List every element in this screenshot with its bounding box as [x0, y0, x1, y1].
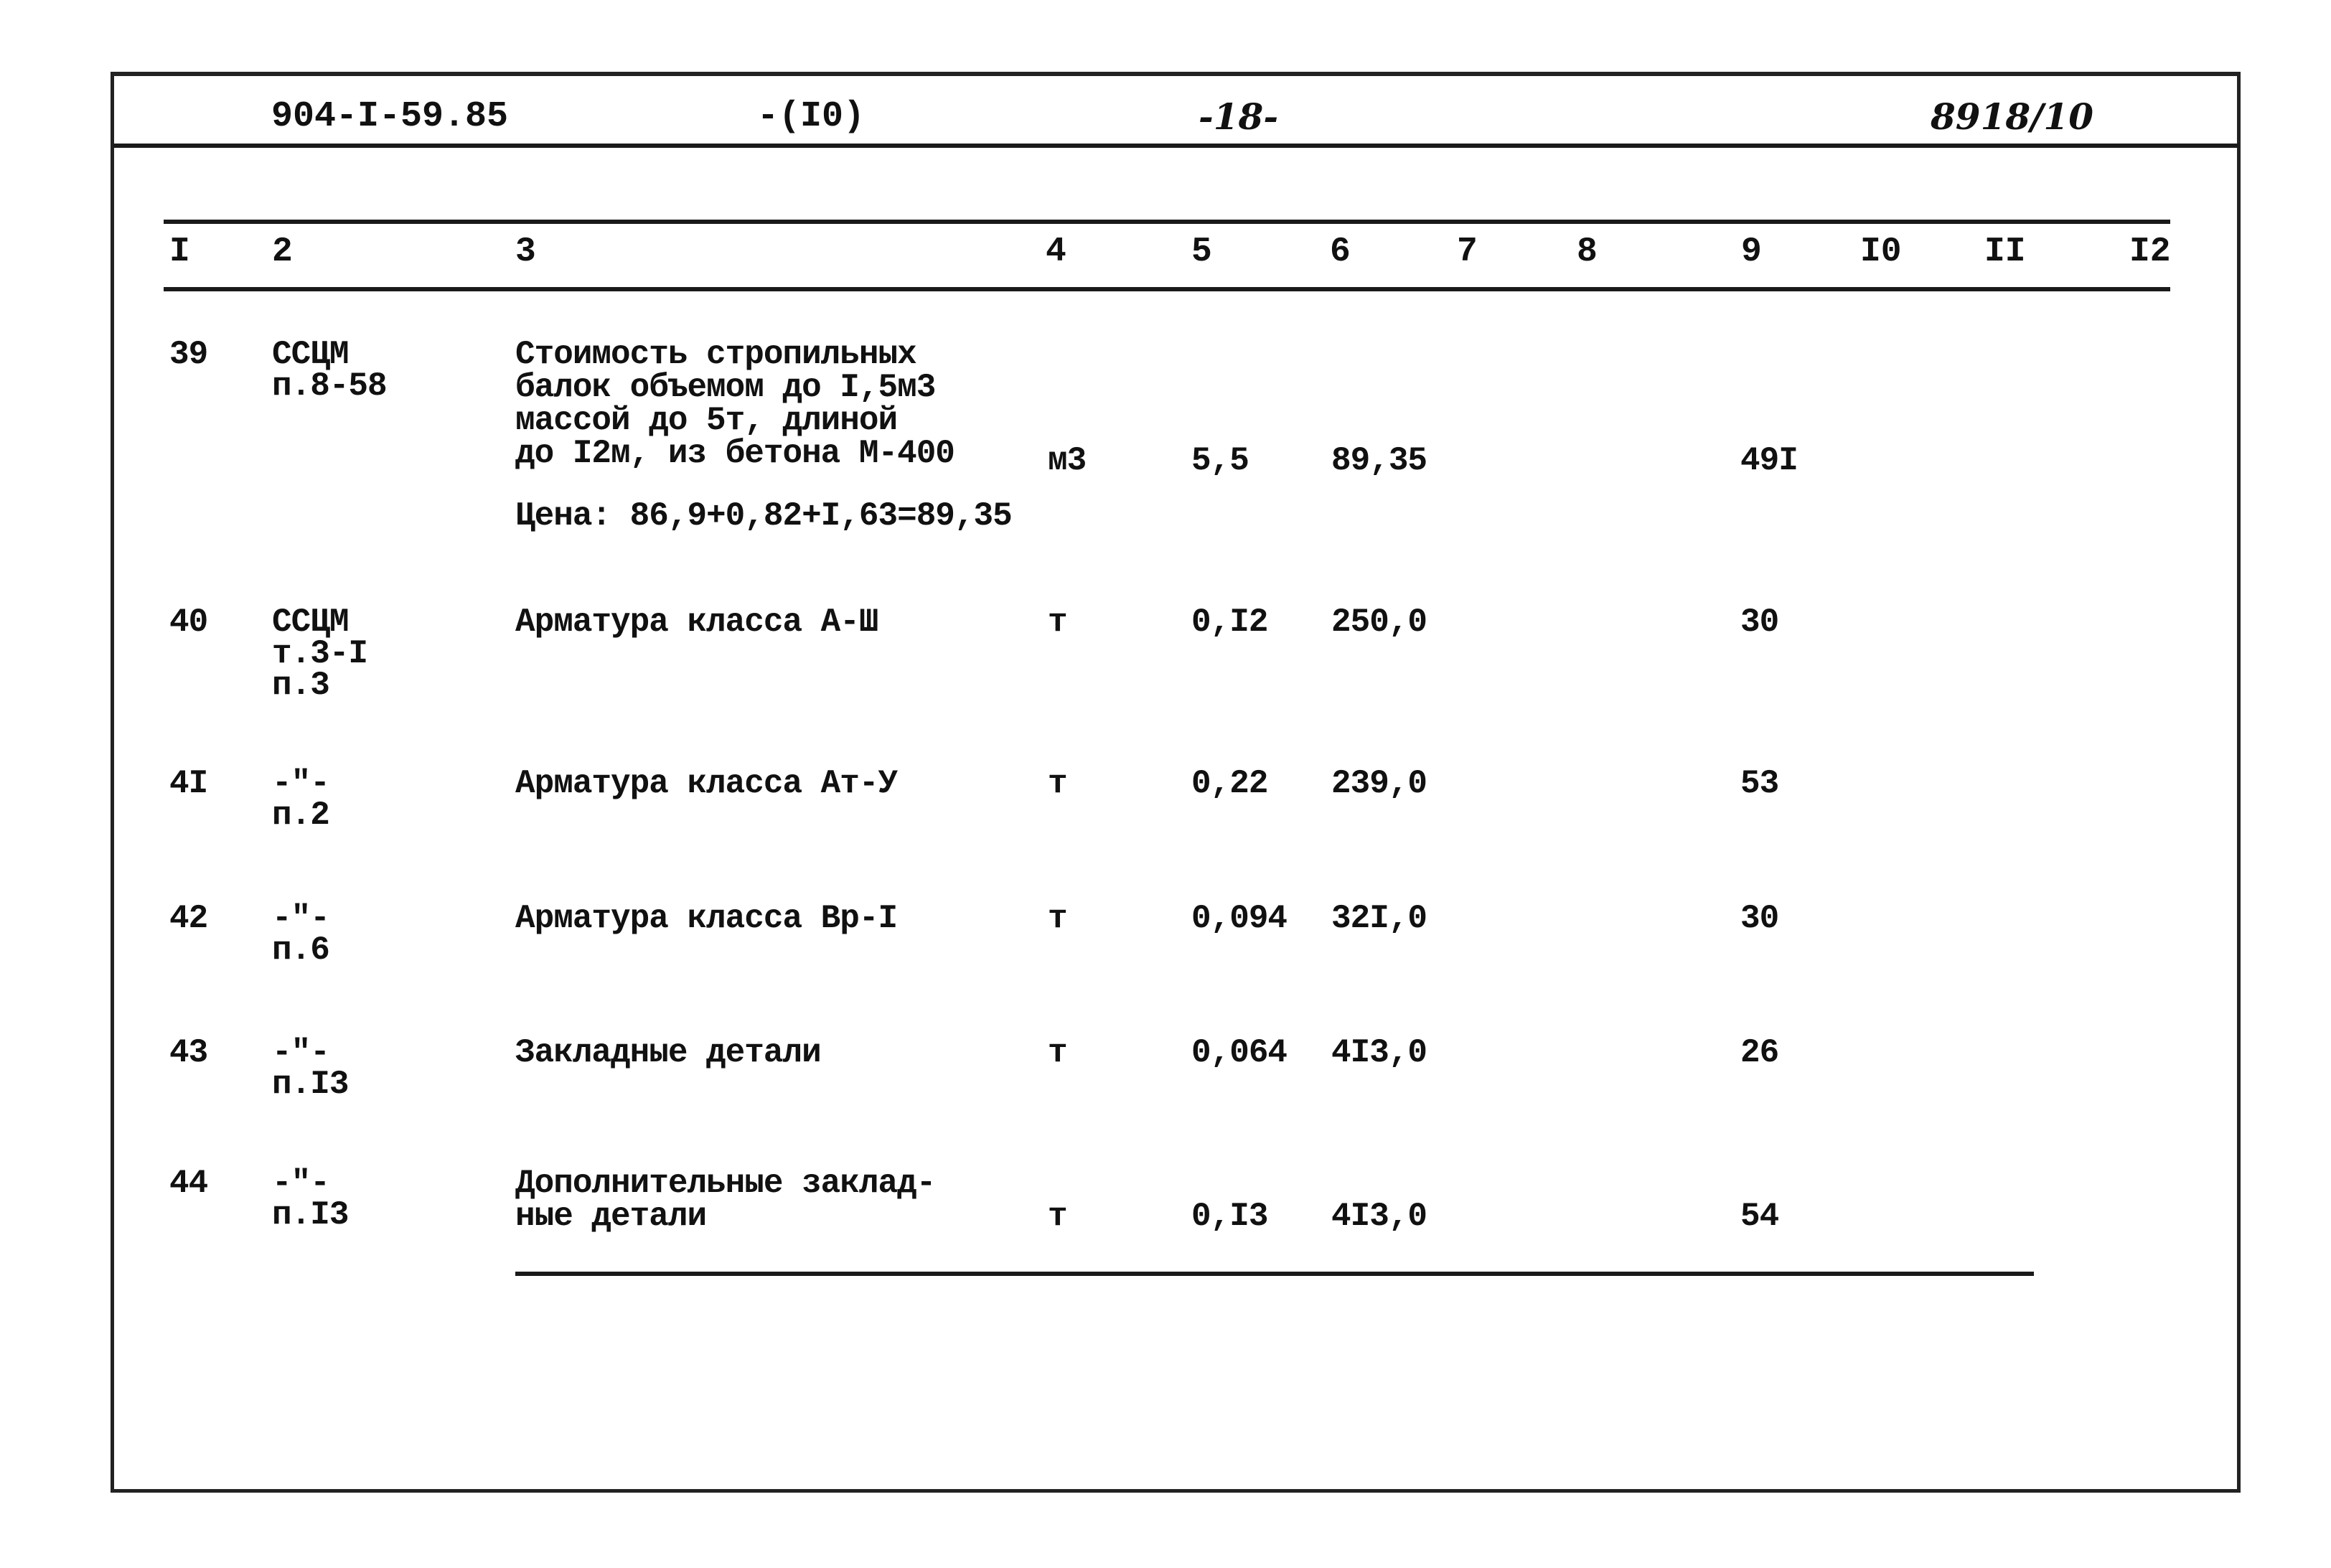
reference: -"-: [272, 900, 330, 937]
column-header: I2: [2129, 233, 2171, 271]
header-divider: [113, 144, 2239, 148]
page-number: -18-: [1199, 95, 1279, 138]
unit-price: 89,35: [1331, 442, 1427, 479]
quantity: 5,5: [1191, 442, 1249, 479]
unit: т: [1048, 765, 1068, 802]
reference: -"-: [272, 765, 330, 802]
table-bottom-rule: [515, 1272, 2034, 1276]
column-header: I0: [1860, 233, 1902, 271]
column-header: 3: [515, 233, 536, 271]
column-header: 8: [1577, 233, 1598, 271]
unit-price: 32I,0: [1331, 900, 1427, 937]
unit: т: [1048, 900, 1068, 937]
reference: п.I3: [272, 1196, 349, 1234]
item-description: Арматура класса Ат-У: [515, 765, 898, 802]
item-description: ные детали: [515, 1198, 707, 1235]
reference: п.3: [272, 667, 330, 704]
row-number: 42: [169, 900, 208, 937]
item-description: Закладные детали: [515, 1034, 822, 1071]
item-description: до I2м, из бетона М-400: [515, 435, 955, 472]
reference: п.I3: [272, 1066, 349, 1103]
doc-code: 904-I-59.85: [271, 96, 509, 137]
total-cost: 53: [1740, 765, 1779, 802]
quantity: 0,I3: [1191, 1198, 1268, 1235]
unit: т: [1048, 604, 1068, 641]
reference: п.8-58: [272, 367, 388, 405]
total-cost: 30: [1740, 604, 1779, 641]
row-number: 43: [169, 1034, 208, 1071]
price-note: Цена: 86,9+0,82+I,63=89,35: [515, 497, 1013, 535]
reference: п.2: [272, 797, 330, 834]
unit: т: [1048, 1198, 1068, 1235]
item-description: Арматура класса Вр-I: [515, 900, 898, 937]
item-description: балок объемом до I,5м3: [515, 369, 936, 406]
column-header: 7: [1457, 233, 1478, 271]
row-number: 4I: [169, 765, 208, 802]
quantity: 0,064: [1191, 1034, 1288, 1071]
section-number: -(I0): [757, 96, 866, 137]
row-number: 39: [169, 336, 208, 373]
column-header: 4: [1046, 233, 1066, 271]
unit-price: 4I3,0: [1331, 1034, 1427, 1071]
row-number: 44: [169, 1165, 208, 1202]
column-header: 2: [272, 233, 293, 271]
column-header: 6: [1330, 233, 1351, 271]
column-header: II: [1984, 233, 2026, 271]
item-description: Дополнительные заклад-: [515, 1165, 936, 1202]
unit: м3: [1048, 442, 1087, 479]
item-description: Стоимость стропильных: [515, 336, 917, 373]
unit: т: [1048, 1034, 1068, 1071]
page-frame: [111, 72, 2241, 1493]
total-cost: 54: [1740, 1198, 1779, 1235]
column-header: 9: [1741, 233, 1762, 271]
inventory-number: 8918/10: [1931, 95, 2094, 138]
item-description: Арматура класса А-Ш: [515, 604, 878, 641]
column-header: I: [169, 233, 190, 271]
column-header: 5: [1191, 233, 1212, 271]
total-cost: 49I: [1740, 442, 1798, 479]
table-header-rule: [164, 287, 2170, 291]
item-description: массой до 5т, длиной: [515, 402, 898, 439]
total-cost: 30: [1740, 900, 1779, 937]
row-number: 40: [169, 604, 208, 641]
unit-price: 4I3,0: [1331, 1198, 1427, 1235]
quantity: 0,I2: [1191, 604, 1268, 641]
table-top-rule: [164, 220, 2170, 224]
reference: -"-: [272, 1165, 330, 1202]
reference: п.6: [272, 931, 330, 969]
unit-price: 239,0: [1331, 765, 1427, 802]
unit-price: 250,0: [1331, 604, 1427, 641]
reference: т.3-I: [272, 635, 368, 672]
total-cost: 26: [1740, 1034, 1779, 1071]
quantity: 0,094: [1191, 900, 1288, 937]
reference: ССЦМ: [272, 336, 349, 373]
quantity: 0,22: [1191, 765, 1268, 802]
reference: ССЦМ: [272, 604, 349, 641]
reference: -"-: [272, 1034, 330, 1071]
